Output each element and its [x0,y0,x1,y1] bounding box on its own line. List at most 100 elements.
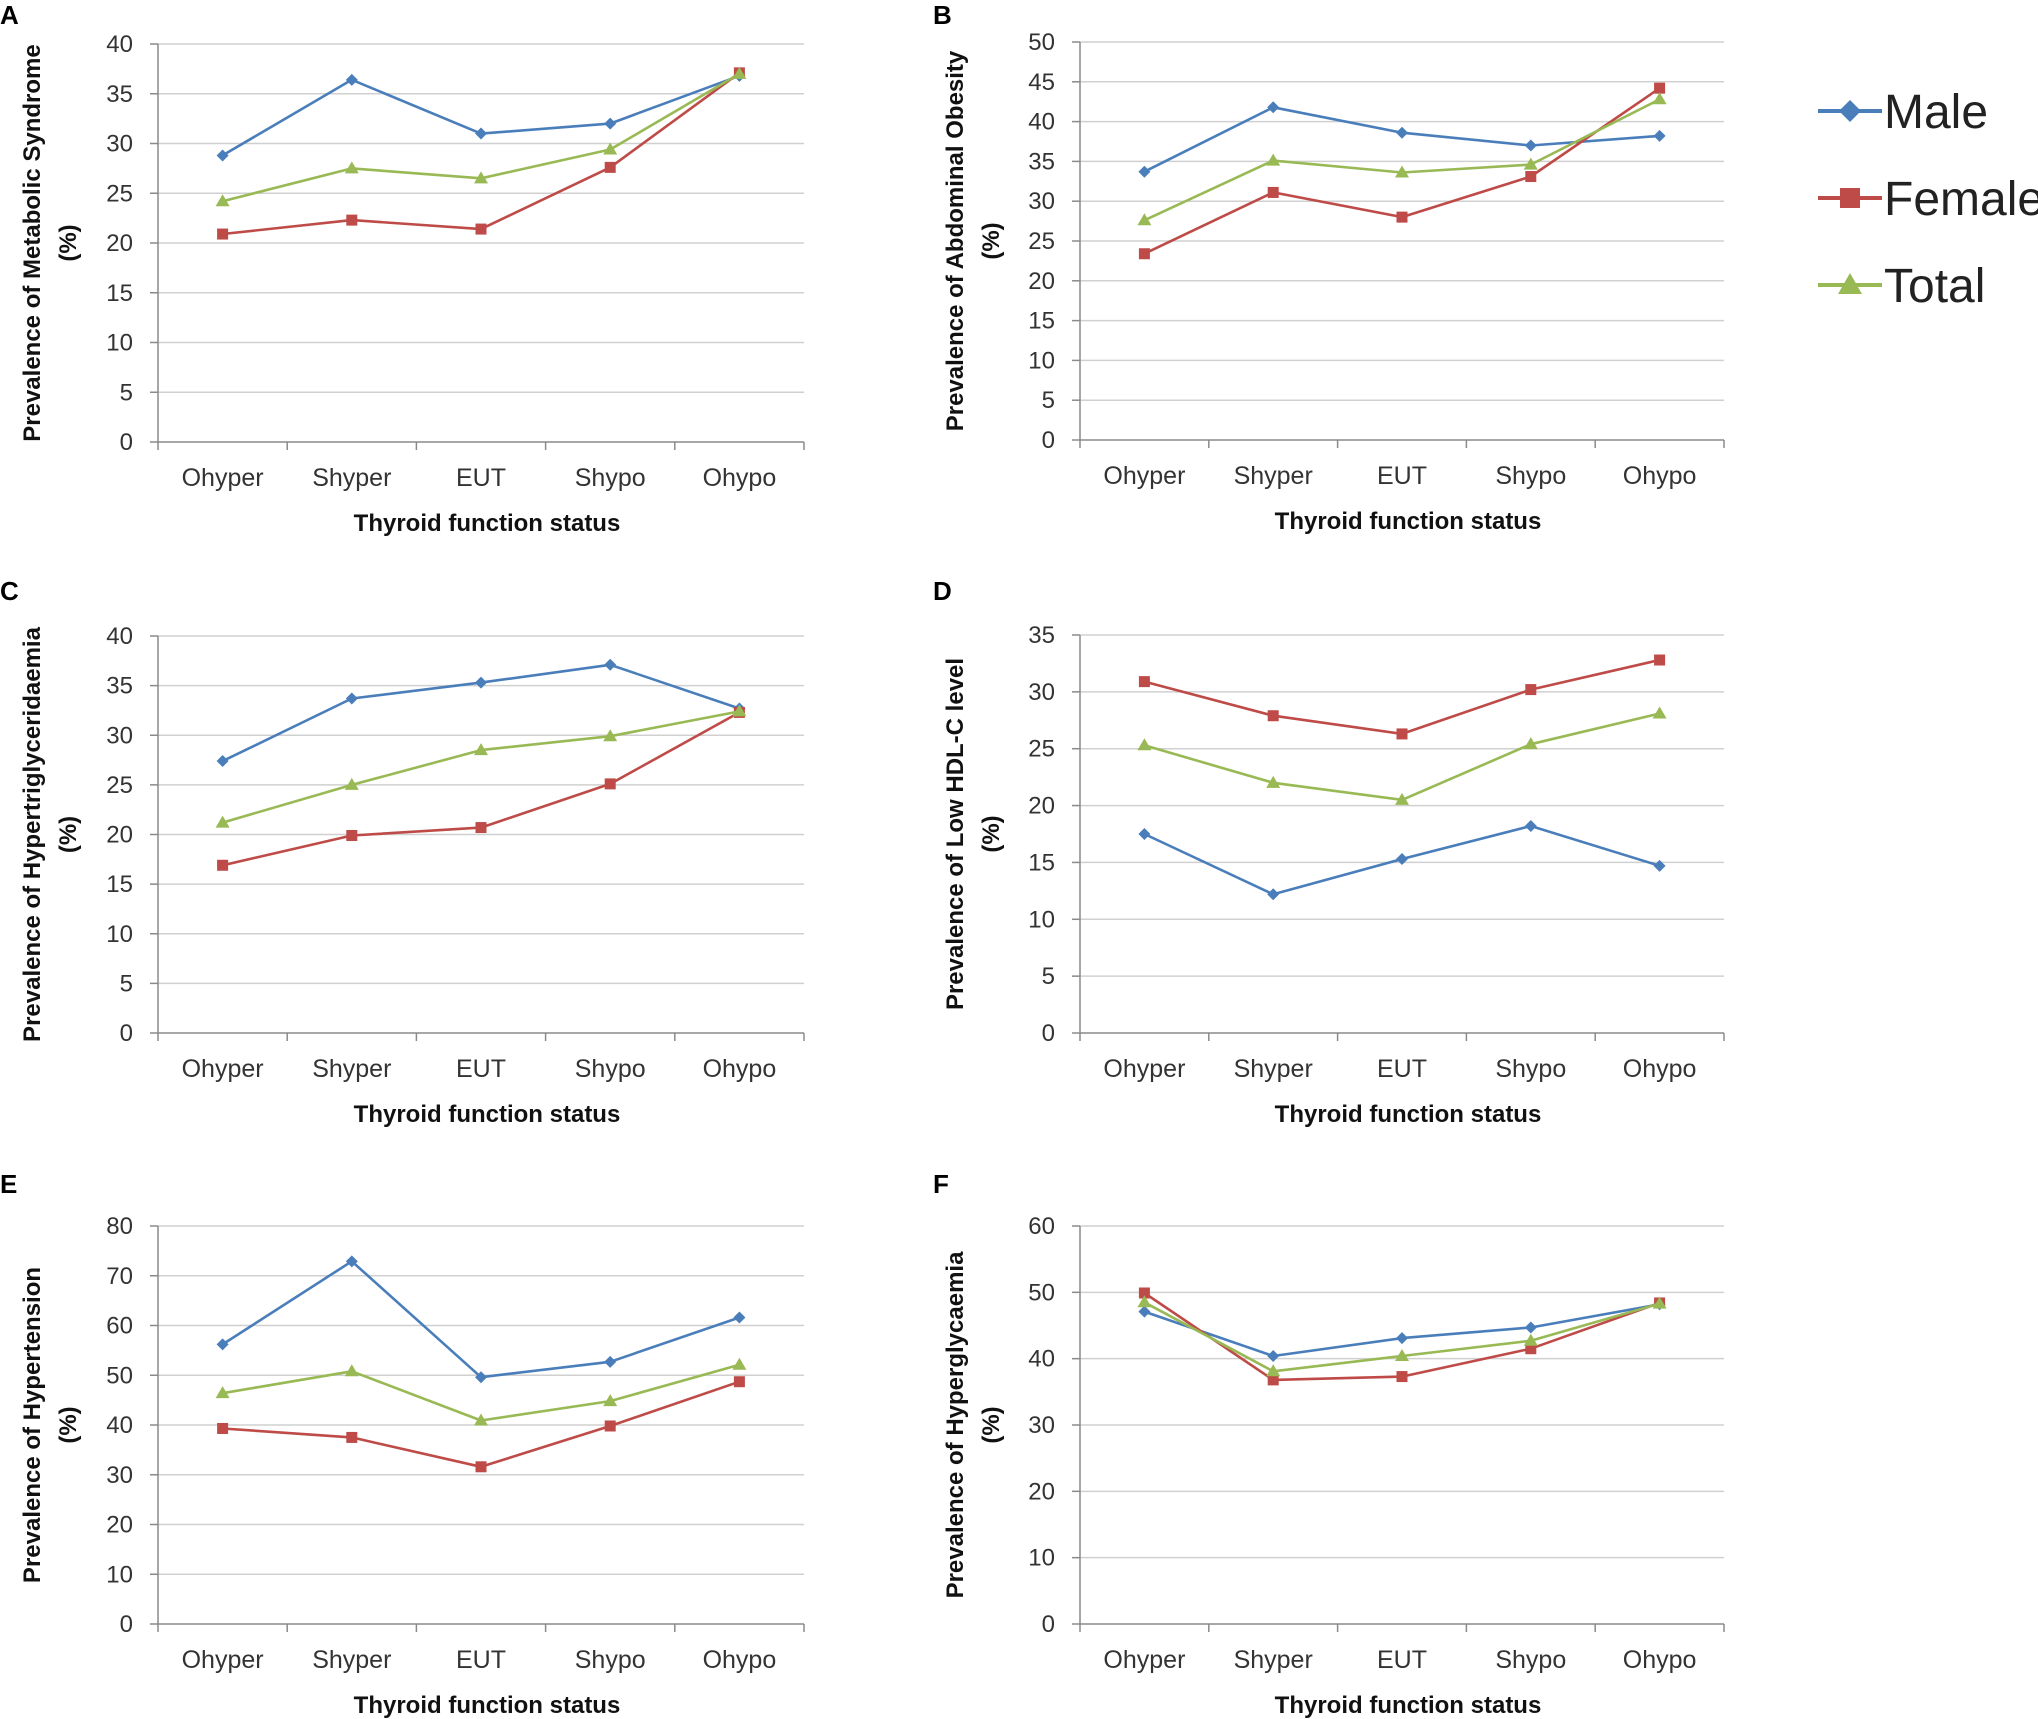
series-line-total [1143,98,1661,222]
y-axis-label: Prevalence of Hypertension [19,1267,46,1583]
y-tick-label: 20 [1028,268,1055,295]
y-tick-label: 0 [120,1611,133,1638]
x-tick-label: Shypo [1495,1055,1566,1083]
data-point-total [344,161,359,174]
y-tick-label: 50 [1028,1279,1055,1306]
x-tick-label: Shypo [575,1646,646,1674]
data-point-total [1652,1296,1667,1309]
data-point-male [475,1371,487,1384]
x-tick-label: EUT [456,464,506,492]
data-point-male [475,127,487,140]
x-tick-label: Ohyper [182,1646,264,1674]
x-axis-label: Thyroid function status [354,510,621,537]
y-tick-label: 0 [120,1020,133,1047]
data-point-female [1525,684,1537,696]
data-point-female [346,214,358,226]
data-point-male [216,755,229,768]
legend-item-total: Total [1818,260,1985,313]
legend-marker-female [1840,188,1860,208]
data-point-total [474,171,488,184]
data-point-male [475,676,487,689]
data-point-female [1396,211,1408,223]
panel-letter: E [0,1169,17,1199]
data-point-total [1266,153,1281,166]
y-tick-label: 50 [1028,29,1055,56]
data-point-female [1654,654,1666,666]
data-point-female [1525,171,1537,183]
data-point-total [474,1413,488,1426]
chart-panel-a: A 0 5 10 15 20 25 30 35 40 Ohyper Shyper EUT Shypo Ohy… [0,0,805,537]
y-tick-label: 10 [106,1561,133,1588]
legend-label-total: Total [1884,260,1985,313]
x-tick-label: Shypo [1495,1646,1566,1674]
data-point-female [217,859,229,871]
y-tick-label: 40 [1028,109,1055,136]
y-tick-label: 60 [1028,1213,1055,1240]
series-female [1138,654,1666,740]
series-total [215,704,747,828]
y-tick-label: 50 [106,1362,133,1389]
data-point-female [475,223,487,235]
data-point-total [1137,738,1152,751]
data-point-total [474,743,488,756]
chart-panel-b: B 0 5 10 15 20 25 30 35 40 45 50 Ohyper Shyper EUT Shyp… [933,0,1725,535]
y-axis-label: Prevalence of Low HDL-C level [942,658,969,1010]
legend-item-male: Male [1818,86,1988,139]
y-tick-label: 20 [106,230,133,257]
data-point-female [1525,1343,1537,1355]
x-tick-label: EUT [456,1646,506,1674]
y-axis-label-unit: (%) [55,816,82,853]
data-point-male [1138,828,1151,840]
x-tick-label: Ohyper [1103,1646,1185,1674]
y-tick-label: 5 [120,379,133,406]
y-tick-label: 35 [106,81,133,108]
y-tick-label: 15 [1028,849,1055,876]
y-tick-label: 35 [1028,148,1055,175]
data-point-total [1395,1349,1409,1362]
y-tick-label: 20 [106,1512,133,1539]
y-tick-label: 40 [106,623,133,650]
series-male [1138,820,1666,901]
y-tick-label: 35 [106,673,133,700]
data-point-male [1267,888,1280,901]
panel-letter: B [933,0,952,30]
y-tick-label: 25 [1028,736,1055,763]
y-tick-label: 20 [1028,1478,1055,1505]
x-tick-label: Ohyper [1103,462,1185,490]
y-tick-label: 35 [1028,622,1055,649]
data-point-female [346,829,358,841]
x-tick-label: Ohypo [1623,1646,1697,1674]
data-point-female [604,778,616,790]
data-point-total [732,1357,747,1370]
data-point-female [217,228,229,240]
y-tick-label: 15 [106,280,133,307]
data-point-male [345,73,358,86]
y-axis-label-unit: (%) [978,1406,1005,1443]
data-point-female [346,1431,358,1443]
series-female [1138,82,1666,260]
legend-label-female: Female [1884,173,2038,226]
panel-letter: A [0,0,19,30]
data-point-male [216,149,229,162]
x-tick-label: Shypo [575,464,646,492]
y-tick-label: 0 [1042,1020,1055,1047]
data-point-female [1396,1371,1408,1383]
data-point-female [217,1422,229,1434]
y-tick-label: 20 [106,822,133,849]
x-tick-label: EUT [1377,462,1427,490]
y-tick-label: 40 [1028,1346,1055,1373]
data-point-male [1267,1350,1280,1363]
x-tick-label: Shyper [312,1055,391,1083]
data-point-total [215,194,230,207]
data-point-total [1652,706,1667,719]
y-tick-label: 40 [106,1412,133,1439]
y-tick-label: 40 [106,31,133,58]
y-tick-label: 30 [106,722,133,749]
data-point-total [344,777,359,790]
data-point-total [1652,92,1667,105]
data-point-female [604,1420,616,1432]
data-point-total [732,66,747,79]
data-point-male [345,692,358,705]
x-axis-label: Thyroid function status [354,1692,621,1719]
x-axis-label: Thyroid function status [1275,1692,1542,1719]
